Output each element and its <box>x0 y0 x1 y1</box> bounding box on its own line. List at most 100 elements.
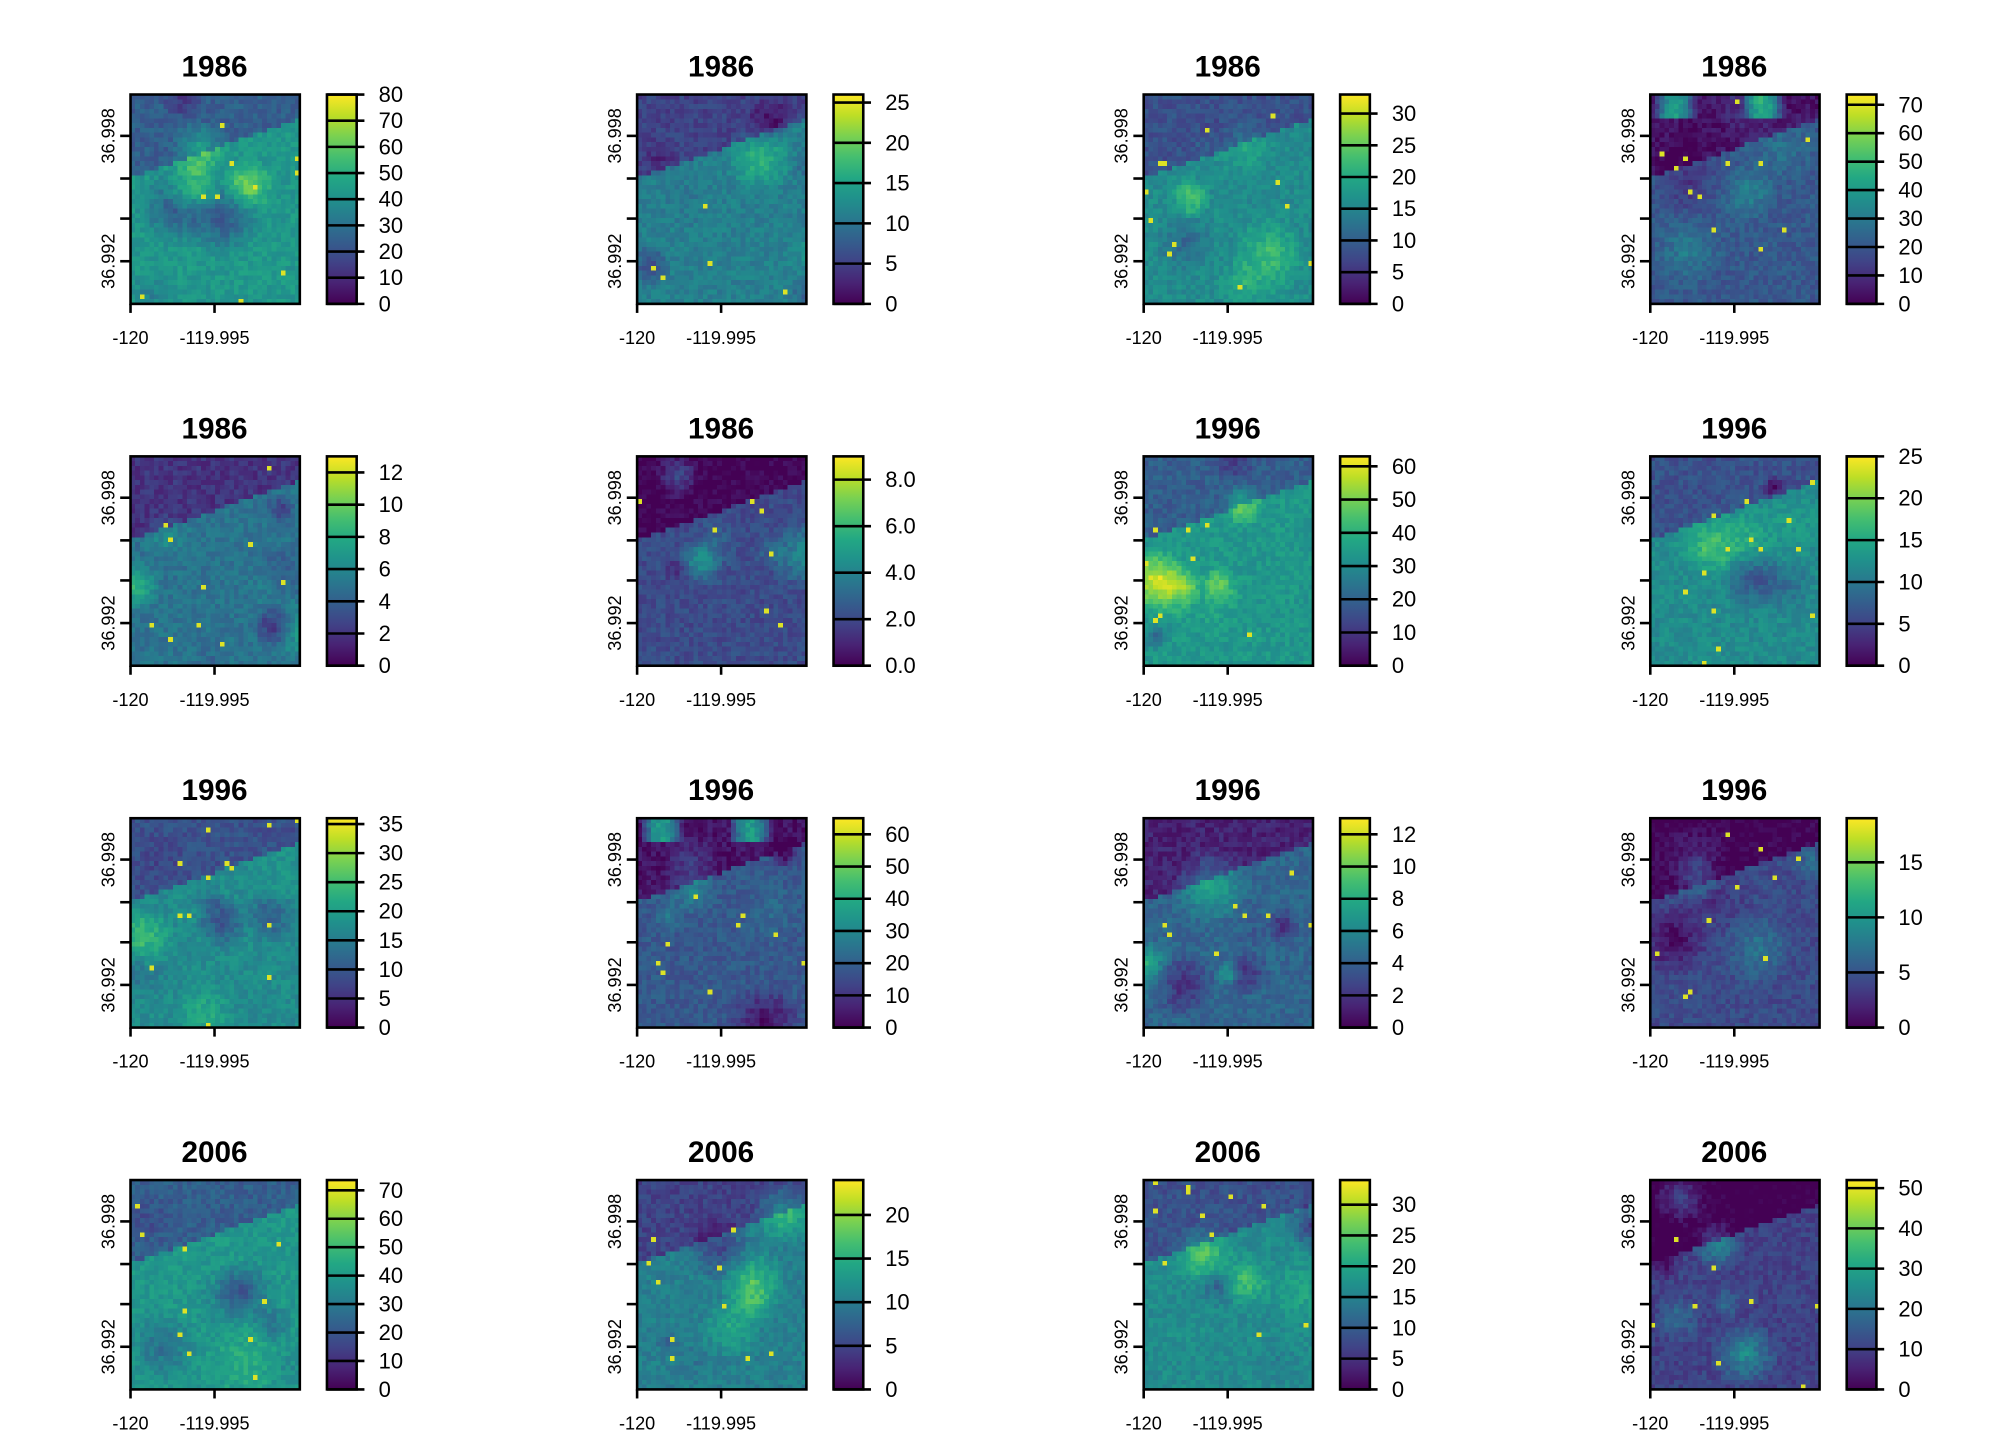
map-panel: 1996 -120 -119.995 36.998 36.992 0 2 4 6 8 10 12 <box>1112 774 1417 1072</box>
colorbar-tick-label: 50 <box>1392 487 1416 512</box>
y-tick-label: 36.992 <box>605 1319 625 1374</box>
panel-title: 1986 <box>1195 50 1261 83</box>
colorbar-tick-label: 2 <box>1392 983 1404 1008</box>
colorbar-tick-label: 10 <box>1898 1337 1922 1362</box>
colorbar-tick-label: 80 <box>379 82 403 107</box>
colorbar-tick-label: 0.0 <box>885 653 916 678</box>
x-tick-label: -120 <box>1632 1413 1668 1433</box>
raster-image <box>130 94 300 304</box>
colorbar-tick-label: 0 <box>1898 291 1910 316</box>
colorbar-tick-label: 30 <box>1392 1192 1416 1217</box>
y-tick-label: 36.992 <box>1618 595 1638 650</box>
y-tick-label: 36.998 <box>1112 470 1132 525</box>
colorbar-tick-label: 50 <box>379 161 403 186</box>
x-tick-label: -119.995 <box>1699 1052 1769 1072</box>
colorbar-tick-label: 0 <box>379 1015 391 1040</box>
raster-image <box>1650 818 1820 1028</box>
colorbar-tick-label: 5 <box>1392 1346 1404 1371</box>
map-panel: 2006 -120 -119.995 36.998 36.992 0 10 20 30 40 50 6… <box>99 1136 404 1434</box>
colorbar-tick-label: 30 <box>885 918 909 943</box>
panel-title: 1986 <box>181 412 247 445</box>
colorbar-tick-label: 50 <box>1898 1176 1922 1201</box>
colorbar-tick-label: 15 <box>1392 196 1416 221</box>
x-tick-label: -120 <box>619 690 655 710</box>
y-tick-label: 36.998 <box>1618 470 1638 525</box>
colorbar-tick-label: 5 <box>1898 611 1910 636</box>
colorbar-tick-label: 25 <box>1392 133 1416 158</box>
map-panel: 2006 -120 -119.995 36.998 36.992 0 10 20 30 40 50 <box>1618 1136 1923 1434</box>
colorbar <box>325 816 358 1029</box>
colorbar-tick-label: 10 <box>1898 263 1922 288</box>
x-tick-label: -119.995 <box>180 1052 250 1072</box>
colorbar-tick-label: 25 <box>1898 444 1922 469</box>
map-panel: 2006 -120 -119.995 36.998 36.992 0 5 10 15 20 <box>605 1136 910 1434</box>
colorbar <box>325 455 358 668</box>
colorbar-tick-label: 0 <box>885 1015 897 1040</box>
y-tick-label: 36.992 <box>1112 957 1132 1012</box>
colorbar-tick-label: 20 <box>1392 587 1416 612</box>
colorbar-tick-label: 20 <box>379 1320 403 1345</box>
colorbar-tick-label: 8.0 <box>885 467 916 492</box>
colorbar-tick-label: 10 <box>885 211 909 236</box>
colorbar-tick-label: 20 <box>379 899 403 924</box>
raster-image <box>637 818 807 1028</box>
y-tick-label: 36.998 <box>99 1194 119 1249</box>
x-tick-label: -120 <box>619 1052 655 1072</box>
colorbar-tick-label: 20 <box>885 130 909 155</box>
map-panel: 1986 -120 -119.995 36.998 36.992 010203040506… <box>99 50 404 348</box>
colorbar-tick-label: 60 <box>885 822 909 847</box>
colorbar-tick-label: 20 <box>1392 164 1416 189</box>
colorbar-tick-label: 10 <box>885 1290 909 1315</box>
colorbar <box>325 1178 358 1391</box>
x-tick-label: -120 <box>1632 328 1668 348</box>
y-tick-label: 36.992 <box>1112 234 1132 289</box>
colorbar-tick-label: 0 <box>1898 653 1910 678</box>
x-tick-label: -120 <box>1632 690 1668 710</box>
colorbar-tick-label: 25 <box>379 870 403 895</box>
raster-image <box>1143 94 1313 304</box>
x-tick-label: -119.995 <box>686 1413 756 1433</box>
colorbar-tick-label: 12 <box>379 460 403 485</box>
x-tick-label: -120 <box>1126 1413 1162 1433</box>
colorbar-tick-label: 60 <box>379 1206 403 1231</box>
x-tick-label: -120 <box>1126 328 1162 348</box>
colorbar-tick-label: 20 <box>379 239 403 264</box>
colorbar-tick-label: 70 <box>1898 92 1922 117</box>
map-panel: 1996 -120 -119.995 36.998 36.992 0 10 20 30 40 50 6… <box>1112 412 1417 710</box>
colorbar-tick-label: 20 <box>1392 1254 1416 1279</box>
colorbar <box>1845 816 1878 1029</box>
panel-title: 1996 <box>1195 412 1261 445</box>
colorbar <box>1338 1178 1372 1391</box>
x-tick-label: -120 <box>112 690 148 710</box>
colorbar-tick-label: 0 <box>379 653 391 678</box>
y-tick-label: 36.992 <box>99 234 119 289</box>
colorbar-tick-label: 10 <box>1898 905 1922 930</box>
panel-title: 1996 <box>181 774 247 807</box>
colorbar-tick-label: 60 <box>379 134 403 159</box>
y-tick-label: 36.998 <box>1112 1194 1132 1249</box>
y-tick-label: 36.992 <box>99 595 119 650</box>
y-tick-label: 36.992 <box>605 595 625 650</box>
colorbar-tick-label: 30 <box>1392 554 1416 579</box>
colorbar-tick-label: 40 <box>1898 1216 1922 1241</box>
colorbar-tick-label: 40 <box>1392 520 1416 545</box>
colorbar-tick-label: 25 <box>885 90 909 115</box>
panel-title: 1996 <box>1195 774 1261 807</box>
y-tick-label: 36.998 <box>1112 108 1132 163</box>
colorbar-tick-label: 25 <box>1392 1223 1416 1248</box>
colorbar-tick-label: 50 <box>885 854 909 879</box>
x-tick-label: -120 <box>1632 1052 1668 1072</box>
colorbar-tick-label: 50 <box>1898 149 1922 174</box>
colorbar-tick-label: 2.0 <box>885 607 916 632</box>
panel-title: 2006 <box>1195 1136 1261 1169</box>
x-tick-label: -120 <box>112 328 148 348</box>
panel-title: 1996 <box>1701 774 1767 807</box>
x-tick-label: -120 <box>112 1052 148 1072</box>
colorbar-tick-label: 4 <box>1392 951 1404 976</box>
colorbar-tick-label: 70 <box>379 1178 403 1203</box>
colorbar-tick-label: 8 <box>379 524 391 549</box>
raster-image <box>1143 1180 1313 1390</box>
colorbar-tick-label: 15 <box>379 928 403 953</box>
panel-title: 1996 <box>688 774 754 807</box>
